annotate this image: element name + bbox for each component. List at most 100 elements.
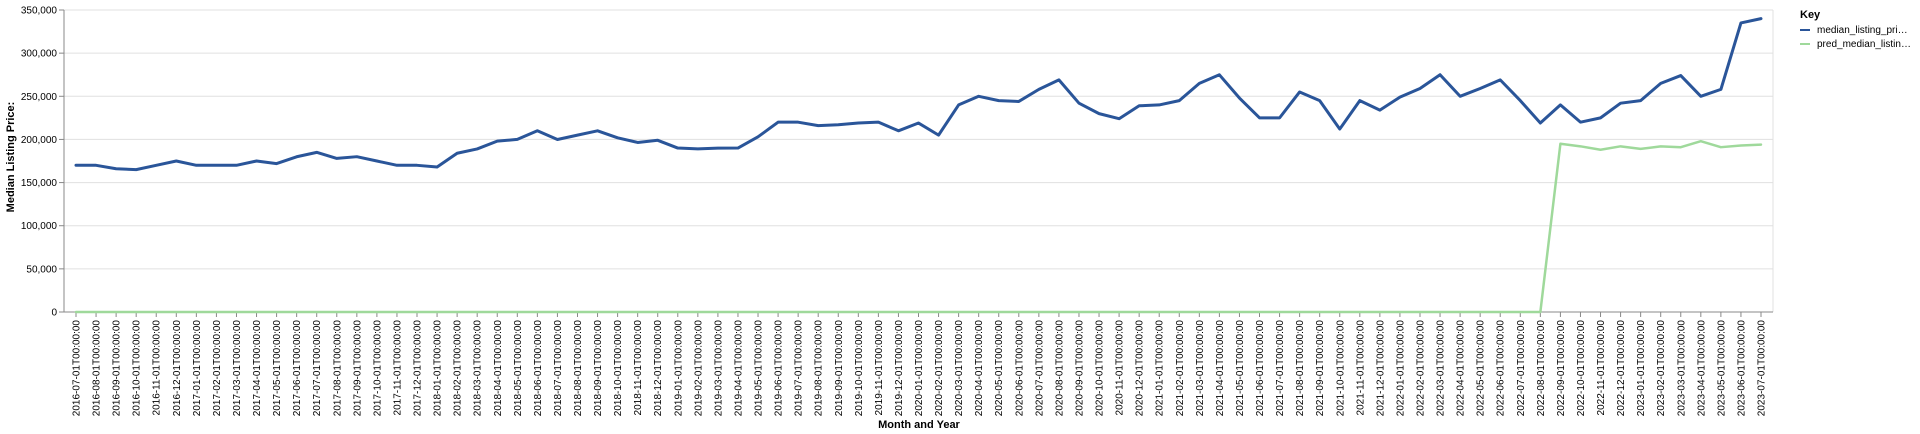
x-tick-label: 2021-07-01T00:00:00 xyxy=(1275,320,1286,417)
x-tick-label: 2023-04-01T00:00:00 xyxy=(1696,320,1707,417)
x-tick-label: 2016-08-01T00:00:00 xyxy=(92,320,103,417)
x-tick-label: 2020-05-01T00:00:00 xyxy=(994,320,1005,417)
x-tick-label: 2020-09-01T00:00:00 xyxy=(1074,320,1085,417)
x-tick-label: 2021-11-01T00:00:00 xyxy=(1355,320,1366,416)
x-tick-label: 2016-12-01T00:00:00 xyxy=(172,320,183,417)
x-tick-label: 2018-11-01T00:00:00 xyxy=(633,320,644,416)
x-tick-label: 2021-12-01T00:00:00 xyxy=(1375,320,1386,417)
x-tick-label: 2020-12-01T00:00:00 xyxy=(1135,320,1146,417)
x-tick-label: 2019-12-01T00:00:00 xyxy=(894,320,905,417)
x-tick-label: 2017-05-01T00:00:00 xyxy=(272,320,283,417)
x-tick-label: 2022-07-01T00:00:00 xyxy=(1516,320,1527,417)
series-line-median-listing-price xyxy=(74,17,1763,172)
x-tick-label: 2020-02-01T00:00:00 xyxy=(934,320,945,417)
x-tick-label: 2018-10-01T00:00:00 xyxy=(613,320,624,417)
x-tick-label: 2018-12-01T00:00:00 xyxy=(653,320,664,417)
x-tick-label: 2020-08-01T00:00:00 xyxy=(1054,320,1065,417)
x-tick-label: 2019-05-01T00:00:00 xyxy=(754,320,765,417)
x-tick-label: 2021-08-01T00:00:00 xyxy=(1295,320,1306,417)
x-tick-label: 2021-10-01T00:00:00 xyxy=(1335,320,1346,417)
x-tick-label: 2019-01-01T00:00:00 xyxy=(673,320,684,417)
x-tick-label: 2022-05-01T00:00:00 xyxy=(1476,320,1487,417)
x-tick-label: 2023-05-01T00:00:00 xyxy=(1716,320,1727,417)
x-tick-label: 2017-11-01T00:00:00 xyxy=(392,320,403,416)
x-tick-label: 2022-09-01T00:00:00 xyxy=(1556,320,1567,417)
x-tick-label: 2021-05-01T00:00:00 xyxy=(1235,320,1246,417)
legend-title: Key xyxy=(1800,9,1821,21)
x-tick-label: 2022-12-01T00:00:00 xyxy=(1616,320,1627,417)
x-tick-label: 2016-11-01T00:00:00 xyxy=(152,320,163,416)
gridlines xyxy=(64,9,1774,313)
x-tick-label: 2023-01-01T00:00:00 xyxy=(1636,320,1647,417)
x-tick-label: 2021-09-01T00:00:00 xyxy=(1315,320,1326,417)
x-tick-label: 2018-02-01T00:00:00 xyxy=(453,320,464,417)
x-tick-label: 2017-12-01T00:00:00 xyxy=(413,320,424,417)
x-tick-label: 2021-06-01T00:00:00 xyxy=(1255,320,1266,417)
x-tick-label: 2017-10-01T00:00:00 xyxy=(372,320,383,417)
x-tick-label: 2016-07-01T00:00:00 xyxy=(72,320,83,417)
x-tick-label: 2023-07-01T00:00:00 xyxy=(1757,320,1768,417)
x-tick-label: 2020-10-01T00:00:00 xyxy=(1095,320,1106,417)
x-tick-label: 2022-06-01T00:00:00 xyxy=(1496,320,1507,417)
x-axis-title: Month and Year xyxy=(878,419,960,431)
x-tick-label: 2017-07-01T00:00:00 xyxy=(312,320,323,417)
y-tick-label: 50,000 xyxy=(26,264,57,275)
x-tick-label: 2020-03-01T00:00:00 xyxy=(954,320,965,417)
y-tick-label: 150,000 xyxy=(21,178,58,189)
x-tick-label: 2022-03-01T00:00:00 xyxy=(1436,320,1447,417)
x-tick-label: 2018-06-01T00:00:00 xyxy=(533,320,544,417)
x-tick-label: 2016-09-01T00:00:00 xyxy=(112,320,123,417)
y-tick-label: 300,000 xyxy=(21,49,58,60)
y-tick-label: 350,000 xyxy=(21,6,58,17)
y-tick-label: 0 xyxy=(51,308,57,319)
x-tick-label: 2022-01-01T00:00:00 xyxy=(1395,320,1406,417)
x-tick-label: 2020-01-01T00:00:00 xyxy=(914,320,925,417)
y-tick-label: 200,000 xyxy=(21,135,58,146)
legend-label: pred_median_listin… xyxy=(1817,39,1911,50)
x-tick-label: 2018-07-01T00:00:00 xyxy=(553,320,564,417)
x-tick-label: 2023-02-01T00:00:00 xyxy=(1656,320,1667,417)
x-tick-label: 2017-06-01T00:00:00 xyxy=(292,320,303,417)
x-tick-label: 2019-09-01T00:00:00 xyxy=(834,320,845,417)
series-line-pred-median-listing-price xyxy=(74,139,1763,314)
x-tick-label: 2022-11-01T00:00:00 xyxy=(1596,320,1607,416)
y-axis-title: Median Listing Price: xyxy=(5,102,17,213)
x-tick-label: 2018-03-01T00:00:00 xyxy=(473,320,484,417)
x-tick-label: 2023-03-01T00:00:00 xyxy=(1676,320,1687,417)
x-tick-label: 2016-10-01T00:00:00 xyxy=(132,320,143,417)
x-tick-label: 2023-06-01T00:00:00 xyxy=(1736,320,1747,417)
x-tick-label: 2022-10-01T00:00:00 xyxy=(1576,320,1587,417)
x-tick-label: 2021-04-01T00:00:00 xyxy=(1215,320,1226,417)
x-tick-label: 2018-01-01T00:00:00 xyxy=(433,320,444,417)
x-tick-label: 2019-08-01T00:00:00 xyxy=(814,320,825,417)
x-tick-label: 2018-09-01T00:00:00 xyxy=(593,320,604,417)
x-axis: 2016-07-01T00:00:00 2016-08-01T00:00:00 20… xyxy=(64,311,1773,417)
x-tick-label: 2020-04-01T00:00:00 xyxy=(974,320,985,417)
y-tick-label: 250,000 xyxy=(21,92,58,103)
x-tick-label: 2017-02-01T00:00:00 xyxy=(212,320,223,417)
x-tick-label: 2022-02-01T00:00:00 xyxy=(1415,320,1426,417)
x-tick-label: 2020-07-01T00:00:00 xyxy=(1034,320,1045,417)
legend-label: median_listing_pri… xyxy=(1817,25,1908,36)
y-tick-label: 100,000 xyxy=(21,221,58,232)
series-lines xyxy=(74,17,1763,314)
x-tick-label: 2019-04-01T00:00:00 xyxy=(733,320,744,417)
x-tick-label: 2021-01-01T00:00:00 xyxy=(1155,320,1166,417)
x-tick-label: 2017-01-01T00:00:00 xyxy=(192,320,203,417)
x-tick-label: 2020-11-01T00:00:00 xyxy=(1115,320,1126,416)
x-tick-label: 2019-06-01T00:00:00 xyxy=(774,320,785,417)
y-axis: 0 50,000 100,000 150,000 200,000 250,000 300,0… xyxy=(21,6,65,319)
x-tick-label: 2019-03-01T00:00:00 xyxy=(713,320,724,417)
x-tick-label: 2017-03-01T00:00:00 xyxy=(232,320,243,417)
x-tick-label: 2020-06-01T00:00:00 xyxy=(1014,320,1025,417)
x-tick-label: 2019-10-01T00:00:00 xyxy=(854,320,865,417)
x-tick-label: 2019-02-01T00:00:00 xyxy=(693,320,704,417)
x-tick-label: 2019-07-01T00:00:00 xyxy=(794,320,805,417)
x-tick-label: 2017-04-01T00:00:00 xyxy=(252,320,263,417)
x-tick-label: 2018-05-01T00:00:00 xyxy=(513,320,524,417)
x-tick-label: 2018-04-01T00:00:00 xyxy=(493,320,504,417)
x-tick-label: 2018-08-01T00:00:00 xyxy=(573,320,584,417)
x-tick-label: 2021-03-01T00:00:00 xyxy=(1195,320,1206,417)
x-tick-label: 2017-08-01T00:00:00 xyxy=(332,320,343,417)
x-tick-label: 2019-11-01T00:00:00 xyxy=(874,320,885,416)
